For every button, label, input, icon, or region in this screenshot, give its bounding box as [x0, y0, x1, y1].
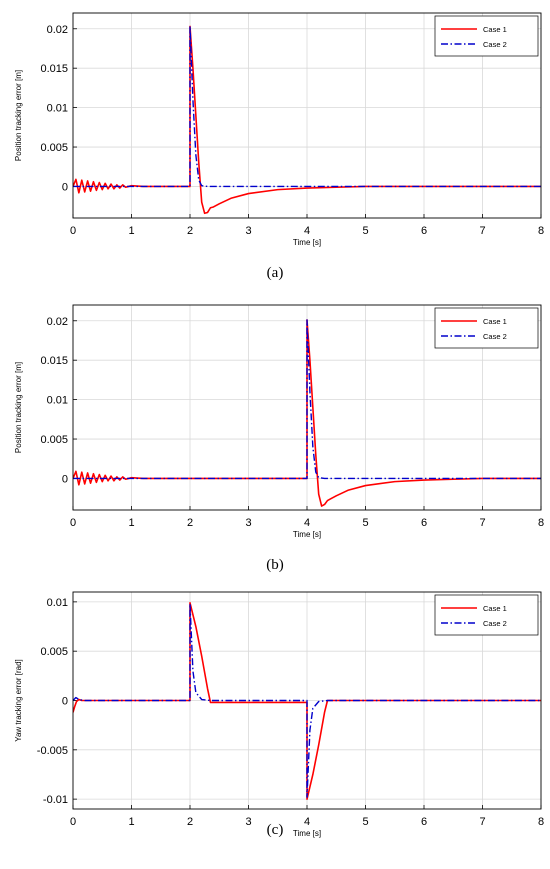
y-tick-label: 0.005: [40, 434, 68, 446]
x-tick-label: 7: [479, 816, 485, 828]
chart-panel-3: 0 1 2 3 4 5 6 7 8 -0.01 -0.005 0 0.005 0.01 Time [s] Ya…: [14, 591, 544, 838]
plot-frame: [72, 591, 542, 810]
legend: Case 1 Case 2: [434, 15, 539, 57]
y-tick-label: 0.02: [47, 24, 68, 36]
x-tick-label: 5: [362, 517, 368, 529]
legend-label-case-2: Case 2: [483, 619, 507, 628]
y-tick-label: -0.005: [37, 745, 68, 757]
x-tick-label: 8: [538, 816, 544, 828]
legend-label-case-2: Case 2: [483, 332, 507, 341]
legend-label-case-1: Case 1: [483, 25, 507, 34]
plot-frame: [72, 12, 542, 219]
chart-panel-2: 0 1 2 3 4 5 6 7 8 0 0.005 0.01 0.015 0.02 Time [s] Posi…: [14, 304, 544, 573]
x-tick-label: 5: [362, 816, 368, 828]
y-tick-label: 0: [62, 181, 68, 193]
x-tick-label: 3: [245, 816, 251, 828]
y-axis-label: Position tracking error [m]: [14, 70, 23, 161]
plot-frame: [72, 304, 542, 511]
legend: Case 1 Case 2: [434, 594, 539, 636]
x-tick-label: 3: [245, 517, 251, 529]
x-tick-label: 5: [362, 225, 368, 237]
x-tick-label: 4: [304, 517, 310, 529]
y-tick-label: 0.015: [40, 63, 68, 75]
panel-caption: (b): [266, 557, 284, 573]
y-tick-label: -0.01: [43, 794, 68, 806]
x-tick-label: 1: [128, 517, 134, 529]
x-tick-label: 6: [421, 517, 427, 529]
x-tick-label: 4: [304, 225, 310, 237]
x-axis-label: Time [s]: [293, 829, 321, 838]
y-axis-label: Position tracking error [m]: [14, 362, 23, 453]
x-axis-label: Time [s]: [293, 238, 321, 247]
x-tick-label: 7: [479, 517, 485, 529]
x-tick-label: 4: [304, 816, 310, 828]
legend-label-case-1: Case 1: [483, 317, 507, 326]
panel-caption: (a): [267, 265, 284, 281]
legend-box: [434, 307, 539, 349]
series-line-case-1: [73, 602, 541, 800]
x-tick-label: 1: [128, 225, 134, 237]
x-tick-label: 0: [70, 517, 76, 529]
legend-label-case-1: Case 1: [483, 604, 507, 613]
y-tick-label: 0.01: [47, 103, 68, 115]
y-tick-label: 0: [62, 696, 68, 708]
x-tick-label: 3: [245, 225, 251, 237]
series-line-case-2: [73, 25, 541, 188]
y-tick-label: 0.01: [47, 395, 68, 407]
y-tick-label: 0.015: [40, 355, 68, 367]
x-tick-label: 7: [479, 225, 485, 237]
x-tick-label: 1: [128, 816, 134, 828]
panel-caption: (c): [267, 822, 284, 838]
x-tick-label: 0: [70, 816, 76, 828]
x-tick-label: 8: [538, 225, 544, 237]
series-line-case-2: [73, 319, 541, 480]
y-tick-label: 0.005: [40, 142, 68, 154]
legend-label-case-2: Case 2: [483, 40, 507, 49]
y-tick-label: 0.01: [47, 597, 68, 609]
x-tick-label: 6: [421, 816, 427, 828]
x-tick-label: 2: [187, 517, 193, 529]
x-tick-label: 6: [421, 225, 427, 237]
legend-box: [434, 594, 539, 636]
x-tick-label: 2: [187, 816, 193, 828]
y-tick-label: 0.02: [47, 316, 68, 328]
y-tick-label: 0: [62, 473, 68, 485]
x-axis-label: Time [s]: [293, 530, 321, 539]
x-tick-label: 2: [187, 225, 193, 237]
x-tick-label: 8: [538, 517, 544, 529]
x-tick-label: 0: [70, 225, 76, 237]
legend-box: [434, 15, 539, 57]
y-tick-label: 0.005: [40, 646, 68, 658]
y-axis-label: Yaw tracking error [rad]: [14, 659, 23, 742]
legend: Case 1 Case 2: [434, 307, 539, 349]
chart-panel-1: 0 1 2 3 4 5 6 7 8 0 0.005 0.01 0.015 0.02 Time [s] Posi…: [14, 12, 544, 281]
